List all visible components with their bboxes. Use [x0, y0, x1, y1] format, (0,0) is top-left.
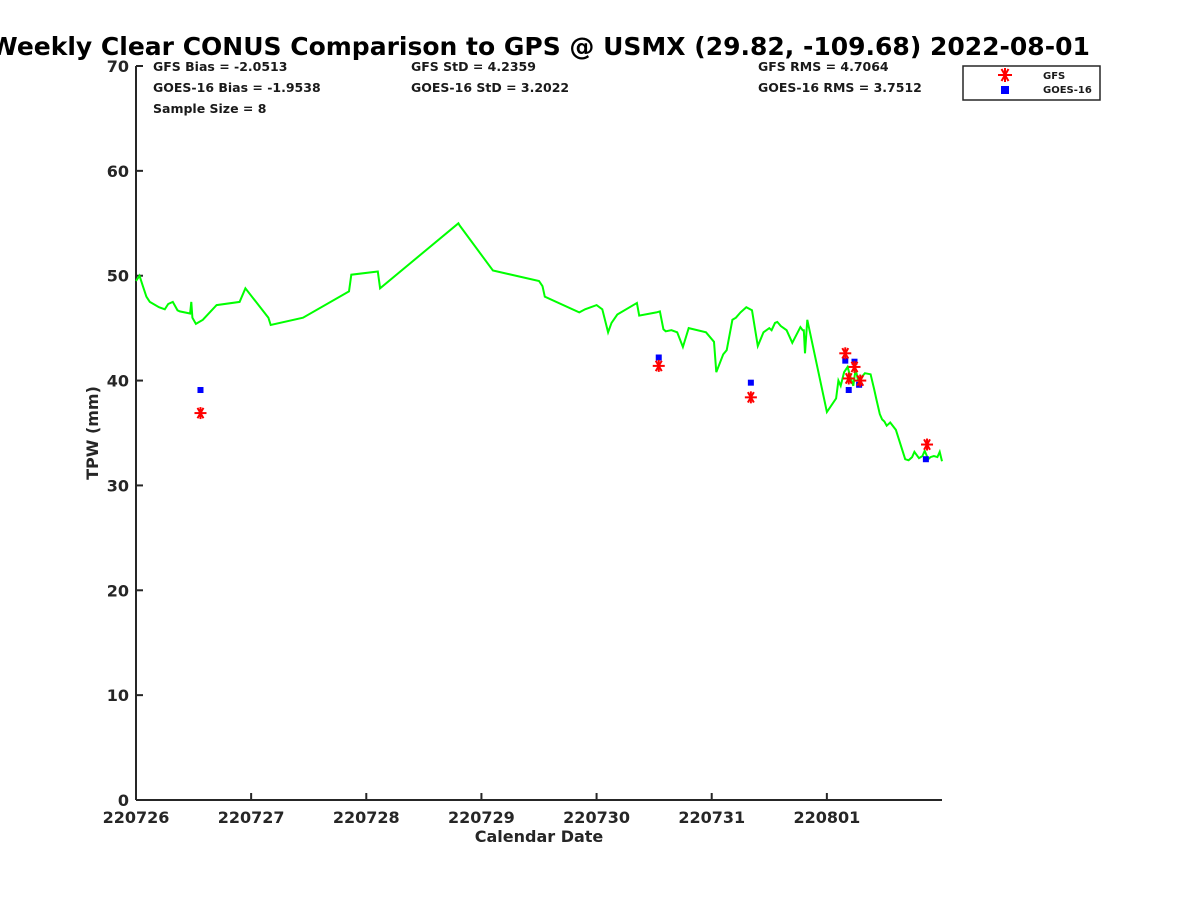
gfs-point — [839, 347, 852, 360]
gfs-point — [652, 359, 665, 372]
gps-tpw-line — [135, 221, 943, 462]
legend-goes16-marker — [1001, 86, 1009, 94]
legend-gfs-marker — [998, 68, 1012, 82]
gfs-point — [842, 372, 855, 385]
goes16-bias-text: GOES-16 Bias = -1.9538 — [153, 80, 321, 95]
goes16-point — [842, 357, 849, 364]
gfs-point — [848, 360, 861, 373]
goes16-point — [655, 354, 662, 361]
plot-area — [135, 221, 943, 463]
x-ticks: 220726 220727 220728 220729 220730 220731 2208… — [103, 793, 860, 827]
y-tick-label: 10 — [107, 686, 129, 705]
x-tick-label: 220728 — [333, 808, 400, 827]
gfs-bias-text: GFS Bias = -2.0513 — [153, 59, 287, 74]
goes16-point — [197, 387, 204, 394]
goes16-point — [856, 381, 863, 388]
y-tick-label: 60 — [107, 162, 129, 181]
x-axis-label: Calendar Date — [475, 827, 604, 846]
x-tick-label: 220727 — [218, 808, 285, 827]
y-tick-label: 40 — [107, 372, 129, 391]
y-ticks: 0 10 20 30 40 50 60 70 — [107, 57, 143, 810]
goes16-rms-text: GOES-16 RMS = 3.7512 — [758, 80, 922, 95]
goes16-std-text: GOES-16 StD = 3.2022 — [411, 80, 569, 95]
y-tick-label: 30 — [107, 476, 129, 495]
y-tick-label: 70 — [107, 57, 129, 76]
gfs-std-text: GFS StD = 4.2359 — [411, 59, 536, 74]
sample-size-text: Sample Size = 8 — [153, 101, 266, 116]
x-tick-label: 220730 — [563, 808, 630, 827]
stats-panel: GFS Bias = -2.0513 GOES-16 Bias = -1.953… — [153, 59, 922, 116]
y-axis-label: TPW (mm) — [83, 386, 102, 480]
x-tick-label: 220731 — [678, 808, 745, 827]
legend-goes16-label: GOES-16 — [1043, 85, 1092, 96]
legend-gfs-label: GFS — [1043, 71, 1065, 82]
goes16-point — [747, 379, 754, 386]
goes16-point — [845, 387, 852, 394]
x-tick-label: 220729 — [448, 808, 515, 827]
gfs-point — [744, 391, 757, 404]
gfs-point — [854, 374, 867, 387]
gfs-point — [921, 438, 934, 451]
legend-box — [962, 65, 1101, 101]
gfs-legend-glyph — [998, 68, 1012, 82]
chart-title: Weekly Clear CONUS Comparison to GPS @ U… — [0, 32, 1090, 61]
x-tick-label: 220801 — [793, 808, 860, 827]
axes — [135, 66, 942, 801]
legend: GFS GOES-16 — [962, 65, 1101, 101]
gfs-rms-text: GFS RMS = 4.7064 — [758, 59, 889, 74]
goes16-legend-glyph — [1001, 86, 1009, 94]
y-tick-label: 0 — [118, 791, 129, 810]
goes16-point — [922, 456, 929, 463]
gfs-point — [194, 407, 207, 420]
y-tick-label: 20 — [107, 581, 129, 600]
x-tick-label: 220726 — [103, 808, 170, 827]
y-tick-label: 50 — [107, 267, 129, 286]
